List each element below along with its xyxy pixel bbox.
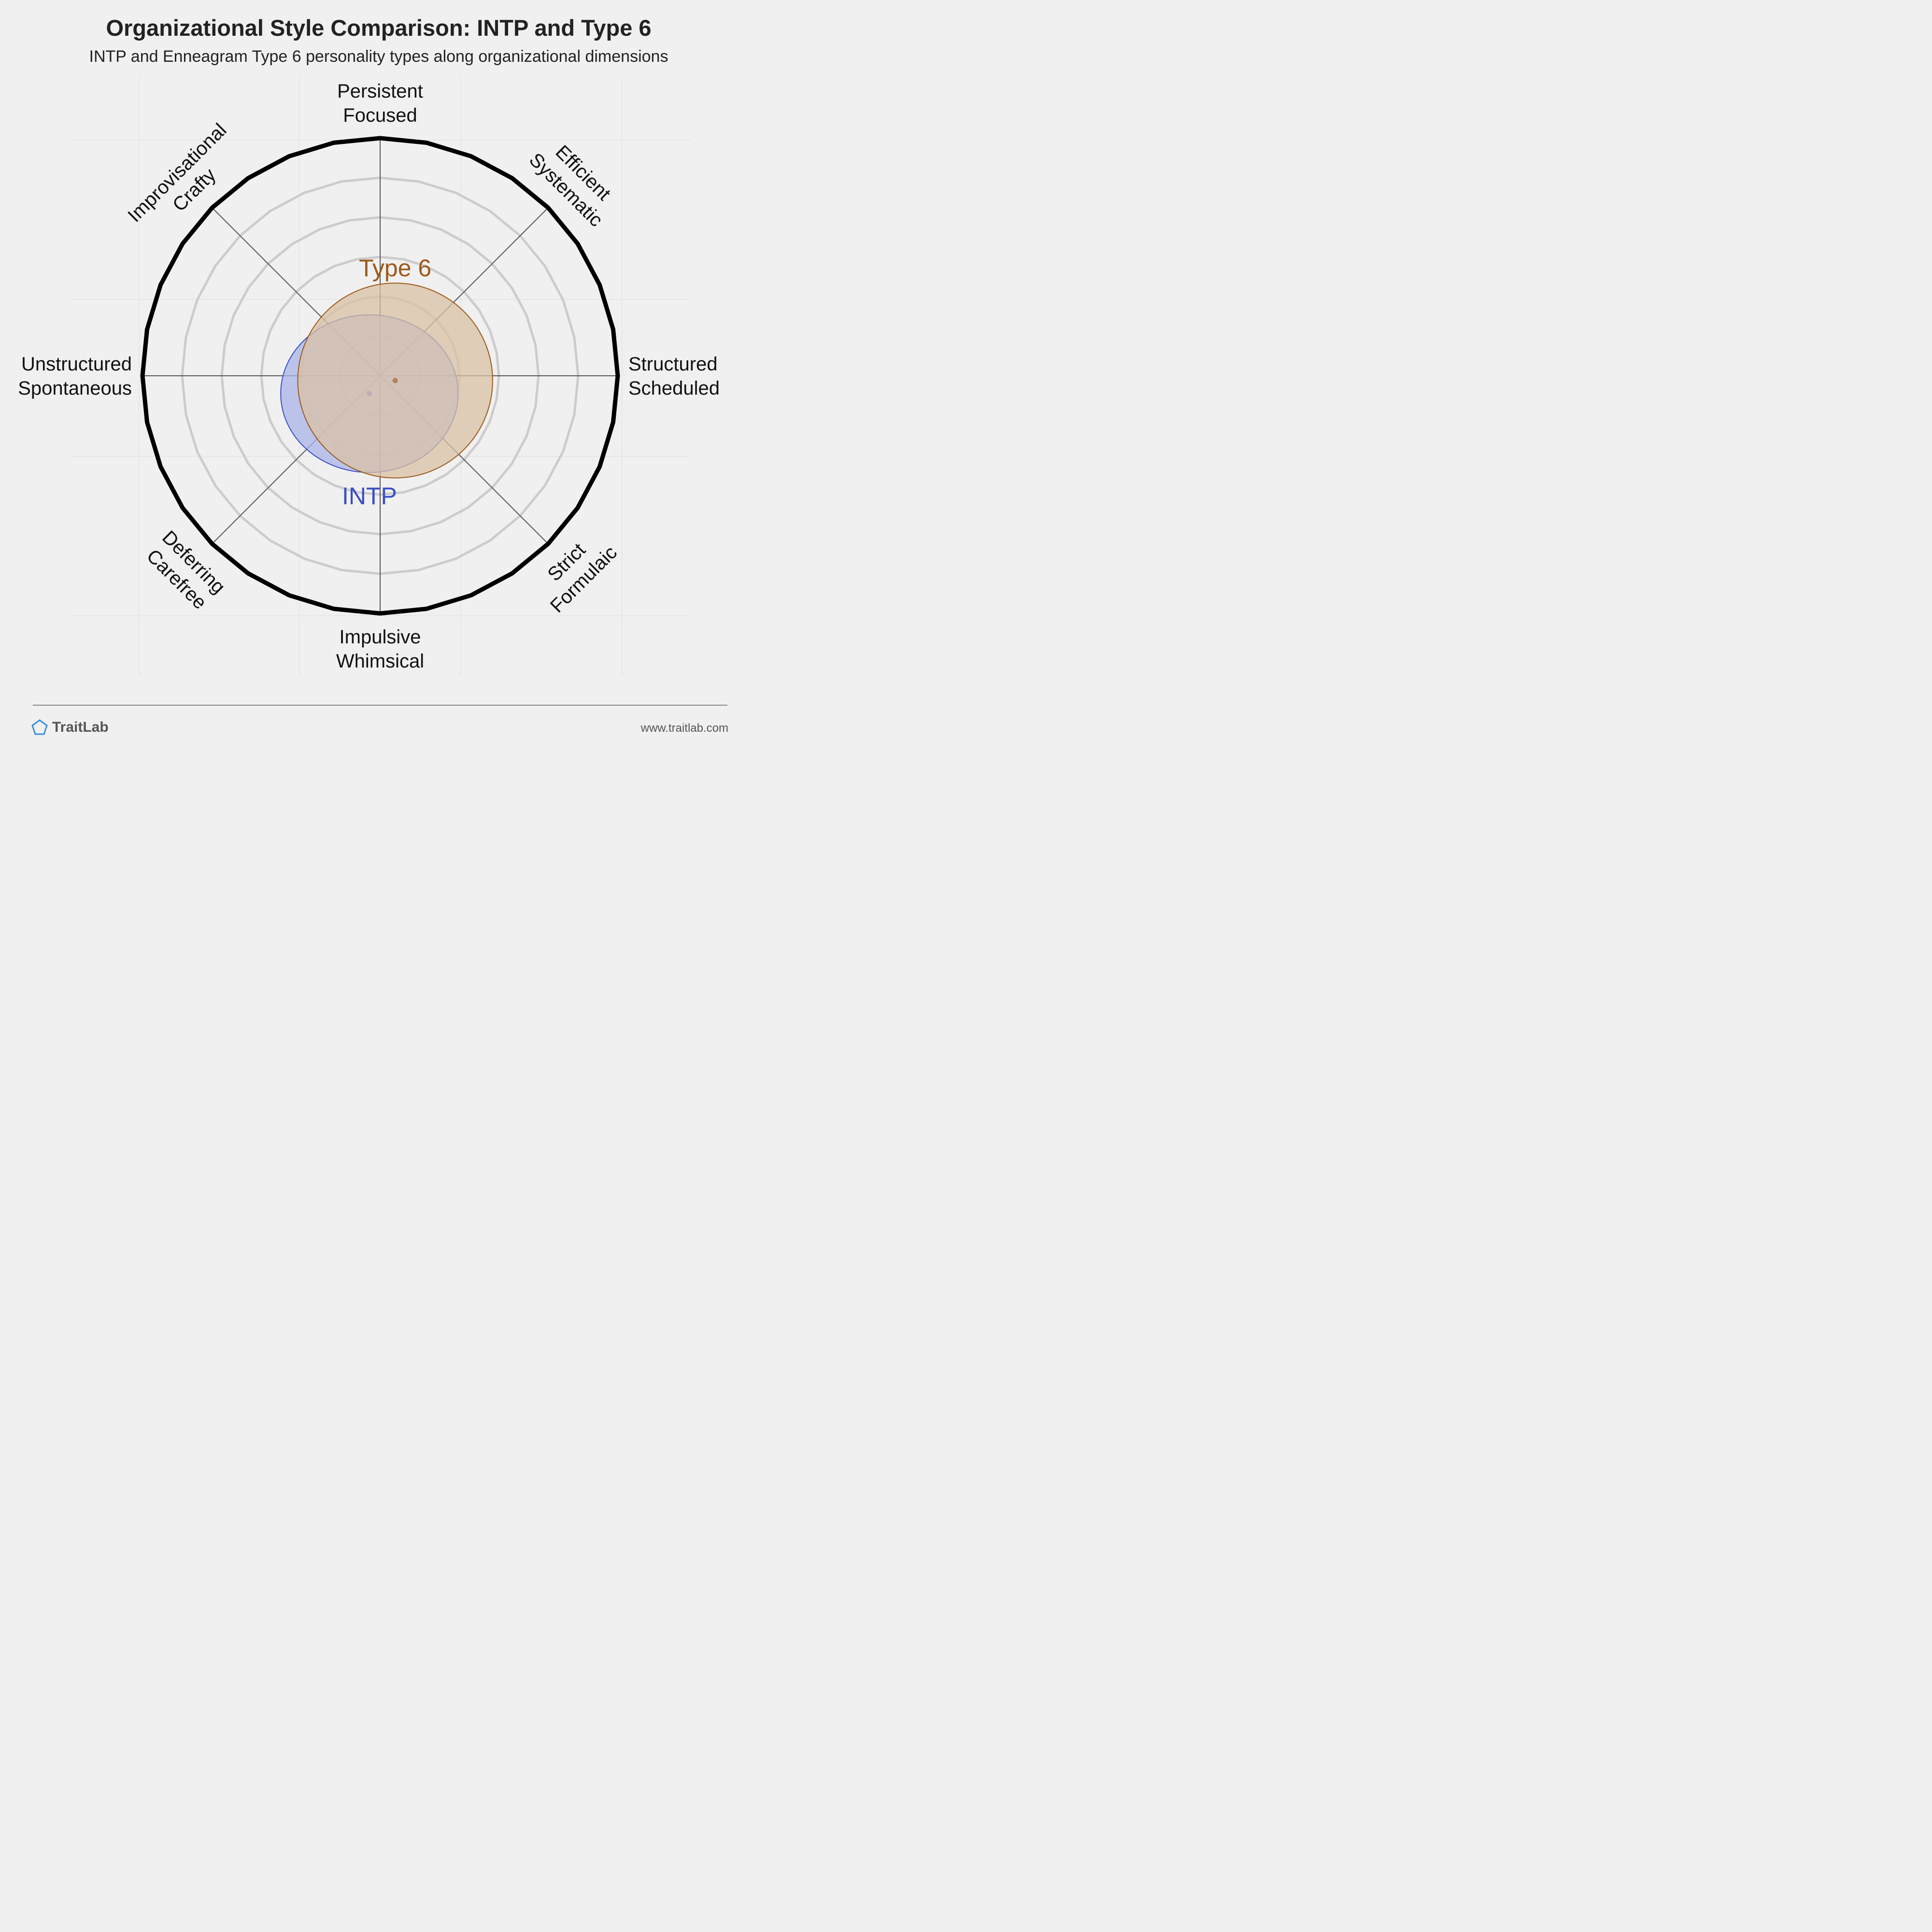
- brand-name: TraitLab: [52, 719, 109, 735]
- radar-chart: Structured ScheduledEfficientSystematicPe…: [18, 77, 720, 676]
- axis-label-persistent: Persistent Focused: [337, 81, 423, 126]
- outer-ring-layer: [140, 136, 620, 616]
- footer-divider: [33, 705, 727, 706]
- brand: TraitLab: [31, 719, 109, 736]
- axis-label-line: Whimsical: [336, 651, 424, 672]
- axis-label-line: Unstructured: [21, 354, 132, 375]
- axis-label-impulsive: Impulsive Whimsical: [336, 626, 424, 672]
- axis-label-unstructured: Unstructured Spontaneous: [18, 354, 132, 399]
- page: Organizational Style Comparison: INTP an…: [0, 0, 757, 757]
- site-url: www.traitlab.com: [640, 722, 728, 735]
- axis-label-structured: Structured Scheduled: [628, 354, 720, 399]
- chart-subtitle: INTP and Enneagram Type 6 personality ty…: [89, 47, 668, 66]
- series-labels: INTP Type 6: [342, 255, 431, 510]
- chart-title: Organizational Style Comparison: INTP an…: [106, 15, 652, 41]
- axis-label-line: Scheduled: [628, 378, 720, 399]
- axis-label-line: Impulsive: [340, 626, 421, 648]
- axis-label-line: Persistent: [337, 81, 423, 102]
- axis-label-line: Focused: [343, 105, 417, 126]
- axis-label-line: Structured: [628, 354, 718, 375]
- axis-label-line: Spontaneous: [18, 378, 132, 399]
- series-layer: [280, 283, 493, 479]
- series-center-type-6: [392, 378, 398, 384]
- series-label-intp: INTP: [342, 483, 397, 510]
- series-label-type-6: Type 6: [359, 255, 431, 282]
- pentagon-icon: [31, 719, 48, 735]
- outer-ring: [140, 136, 620, 616]
